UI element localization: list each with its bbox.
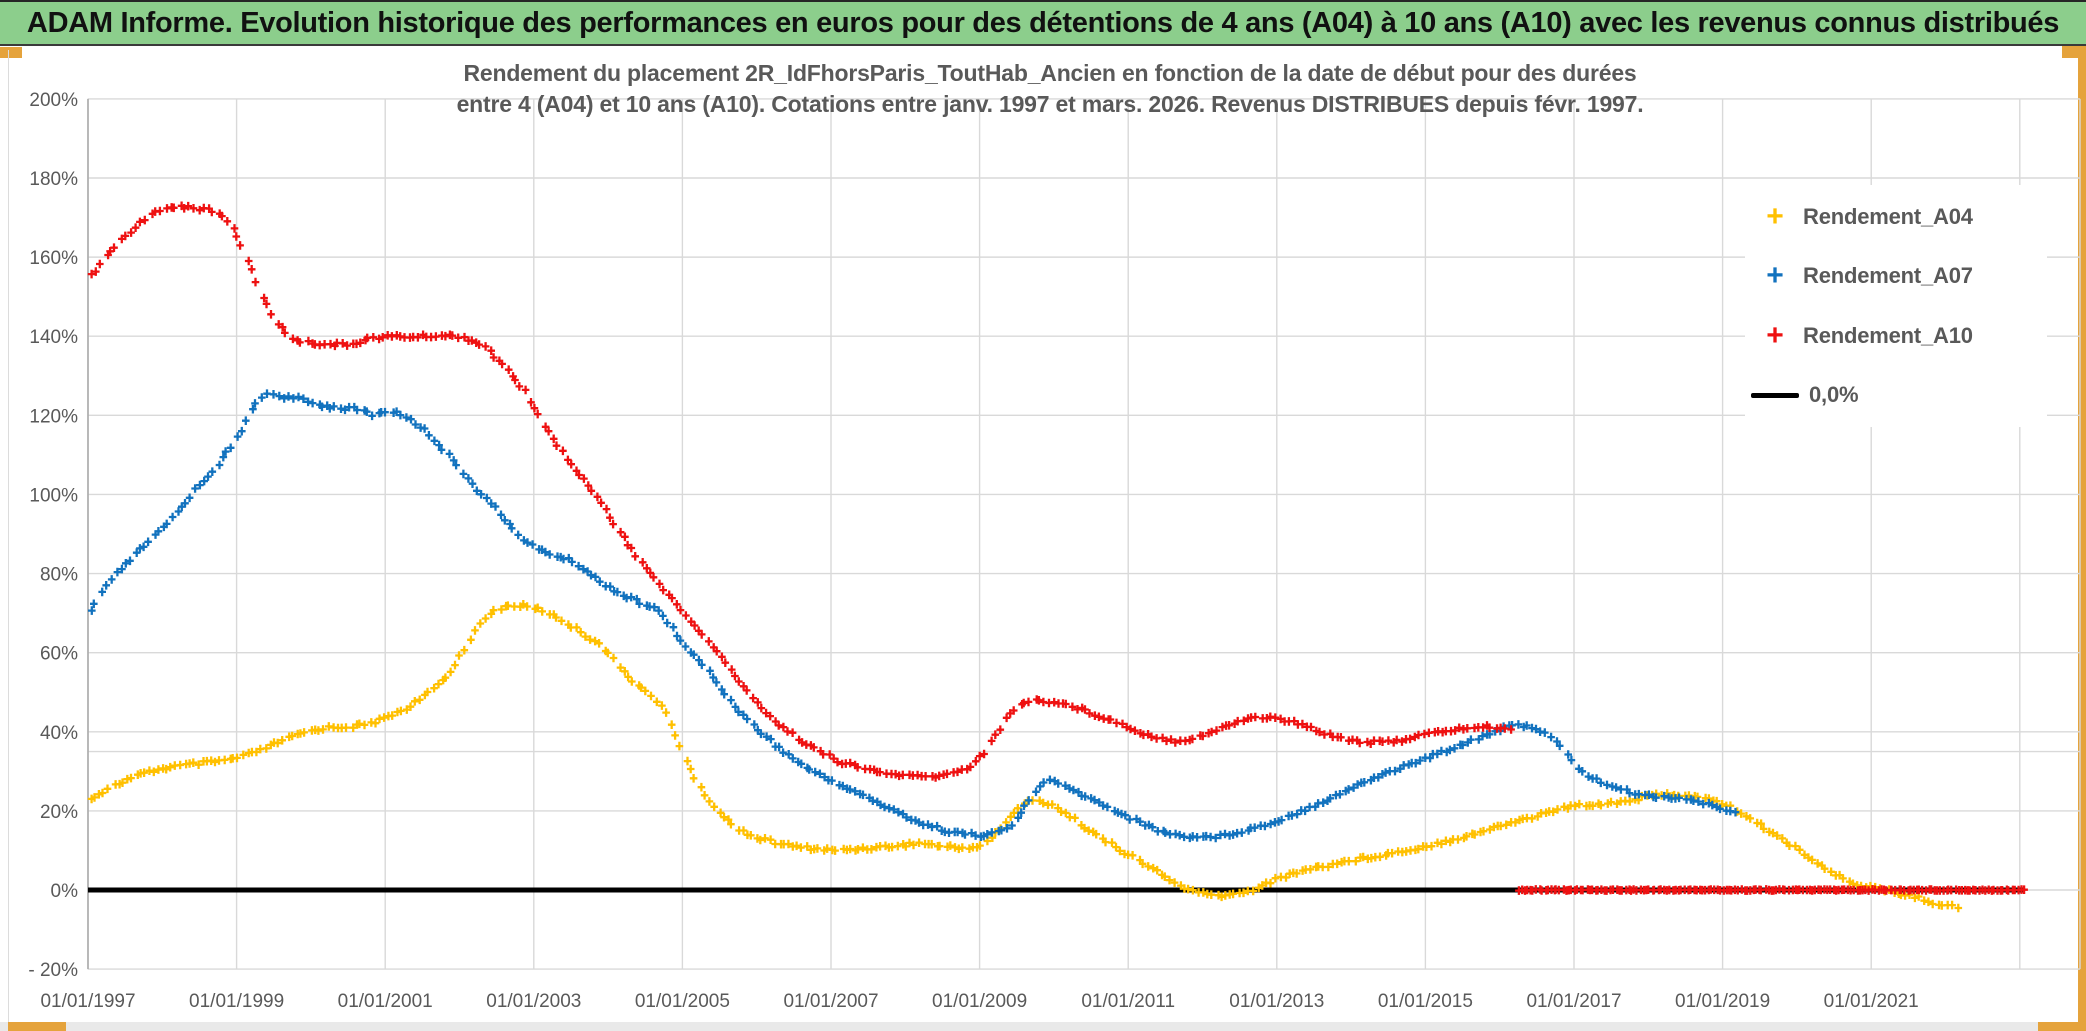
legend-line-swatch-icon (1751, 392, 1799, 398)
x-tick-label: 01/01/1999 (189, 991, 284, 1012)
y-tick-label: - 20% (28, 960, 78, 981)
y-tick-label: 140% (29, 327, 78, 348)
chart-legend: + Rendement_A04 + Rendement_A07 + Rendement_A… (1745, 185, 2047, 427)
legend-plus-marker-icon: + (1766, 259, 1784, 293)
header-bar: ADAM Informe. Evolution historique des p… (0, 0, 2086, 46)
chart-title-line1: Rendement du placement 2R_IdFhorsParis_T… (463, 60, 1637, 86)
x-axis-labels: 01/01/1997 01/01/1999 01/01/2001 01/01/2003… (40, 991, 1918, 1012)
series-rendement-a07 (88, 389, 1740, 843)
y-tick-label: 40% (40, 723, 78, 744)
legend-plus-marker-icon: + (1766, 318, 1784, 352)
y-tick-label: 100% (29, 485, 78, 506)
x-tick-label: 01/01/2019 (1675, 991, 1770, 1012)
legend-item-0-0-[interactable]: 0,0% (1745, 368, 2047, 422)
gold-border-top-left (0, 47, 22, 58)
legend-label: Rendement_A04 (1803, 203, 1973, 229)
gold-border-bottom-right (2038, 1022, 2086, 1031)
y-tick-label: 200% (29, 90, 78, 111)
legend-item-rendement-a07[interactable]: + Rendement_A07 (1745, 249, 2047, 303)
x-tick-label: 01/01/2017 (1526, 991, 1621, 1012)
x-tick-label: 01/01/2003 (486, 991, 581, 1012)
legend-plus-marker-icon: + (1766, 199, 1784, 233)
chart-frame-bottom-border (0, 1022, 2086, 1031)
y-axis-labels: 200% 180% 160% 140% 120% 100% 80% 60% 40% 20% 0% - … (28, 90, 78, 981)
legend-label: 0,0% (1809, 382, 1859, 408)
x-tick-label: 01/01/1997 (40, 991, 135, 1012)
x-tick-label: 01/01/2009 (932, 991, 1027, 1012)
y-tick-label: 20% (40, 802, 78, 823)
legend-label: Rendement_A10 (1803, 322, 1973, 348)
x-tick-label: 01/01/2015 (1378, 991, 1473, 1012)
series-rendement-a10 (87, 201, 2028, 895)
x-tick-label: 01/01/2011 (1081, 991, 1175, 1012)
x-tick-label: 01/01/2005 (635, 991, 730, 1012)
y-tick-label: 120% (29, 406, 78, 427)
x-tick-label: 01/01/2001 (338, 991, 433, 1012)
y-tick-label: 0% (51, 881, 79, 902)
gold-border-right (2078, 46, 2086, 1031)
chart-title: Rendement du placement 2R_IdFhorsParis_T… (300, 58, 1800, 120)
gold-border-bottom-left (8, 1022, 66, 1031)
y-tick-label: 80% (40, 565, 78, 586)
legend-item-rendement-a04[interactable]: + Rendement_A04 (1745, 190, 2047, 244)
chart-title-line2: entre 4 (A04) et 10 ans (A10). Cotations… (456, 91, 1644, 117)
chart-frame-left-border (8, 50, 9, 1022)
legend-item-rendement-a10[interactable]: + Rendement_A10 (1745, 309, 2047, 363)
x-tick-label: 01/01/2013 (1229, 991, 1324, 1012)
y-tick-label: 60% (40, 644, 78, 665)
x-tick-label: 01/01/2021 (1824, 991, 1919, 1012)
x-tick-label: 01/01/2007 (783, 991, 878, 1012)
page-title: ADAM Informe. Evolution historique des p… (26, 6, 2060, 39)
legend-label: Rendement_A07 (1803, 263, 1973, 289)
y-tick-label: 160% (29, 248, 78, 269)
y-tick-label: 180% (29, 169, 78, 190)
gridlines (87, 98, 2081, 970)
series-rendement-a04 (87, 600, 1963, 913)
